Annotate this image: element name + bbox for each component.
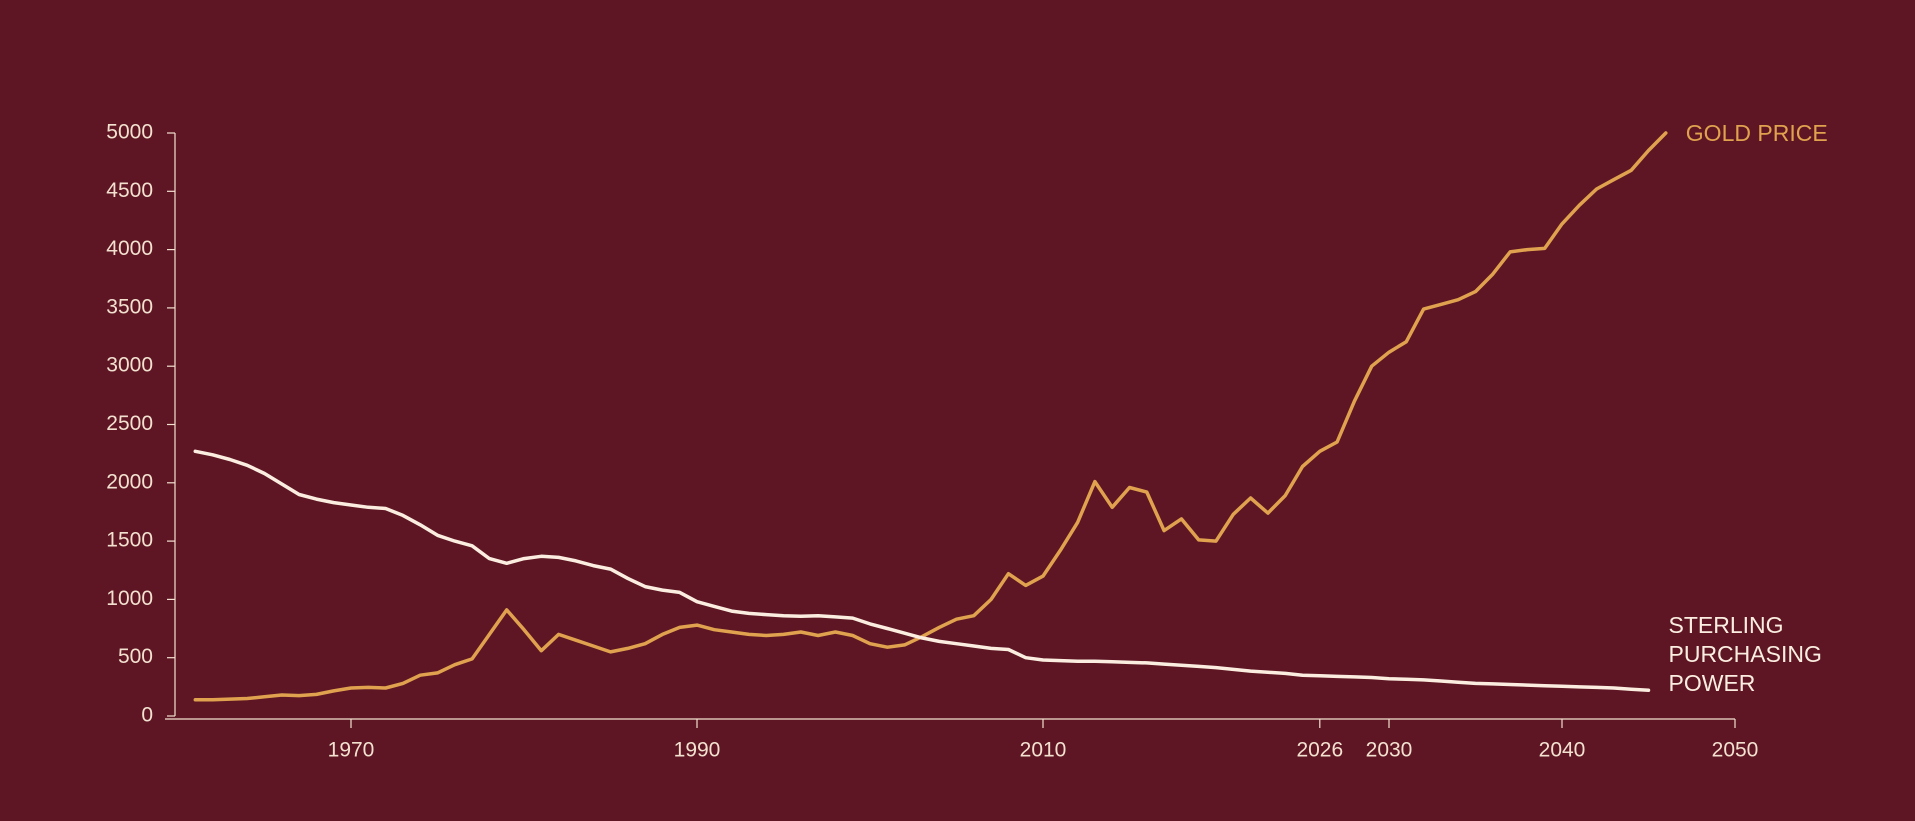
series-line xyxy=(193,449,1651,693)
series-label: GOLD PRICE xyxy=(1685,120,1828,146)
x-tick-label: 1990 xyxy=(674,739,721,762)
y-tick-label: 500 xyxy=(118,645,153,668)
y-tick-label: 1500 xyxy=(106,529,153,552)
y-tick-label: 4000 xyxy=(106,237,153,260)
y-tick-label: 3500 xyxy=(106,295,153,318)
y-tick-label: 2000 xyxy=(106,470,153,493)
x-tick-label: 1970 xyxy=(328,739,375,762)
y-tick-label: 3000 xyxy=(106,354,153,377)
x-tick-label: 2030 xyxy=(1366,739,1413,762)
series-line xyxy=(193,131,1668,702)
series-label: STERLING PURCHASING POWER xyxy=(1668,612,1822,697)
x-tick-label: 2026 xyxy=(1296,739,1343,762)
y-tick-label: 2500 xyxy=(106,412,153,435)
y-tick-label: 1000 xyxy=(106,587,153,610)
y-tick-label: 0 xyxy=(141,704,153,727)
y-tick-label: 5000 xyxy=(106,121,153,144)
x-tick-label: 2040 xyxy=(1539,739,1586,762)
x-tick-label: 2050 xyxy=(1712,739,1759,762)
y-tick-label: 4500 xyxy=(106,179,153,202)
x-tick-label: 2010 xyxy=(1020,739,1067,762)
